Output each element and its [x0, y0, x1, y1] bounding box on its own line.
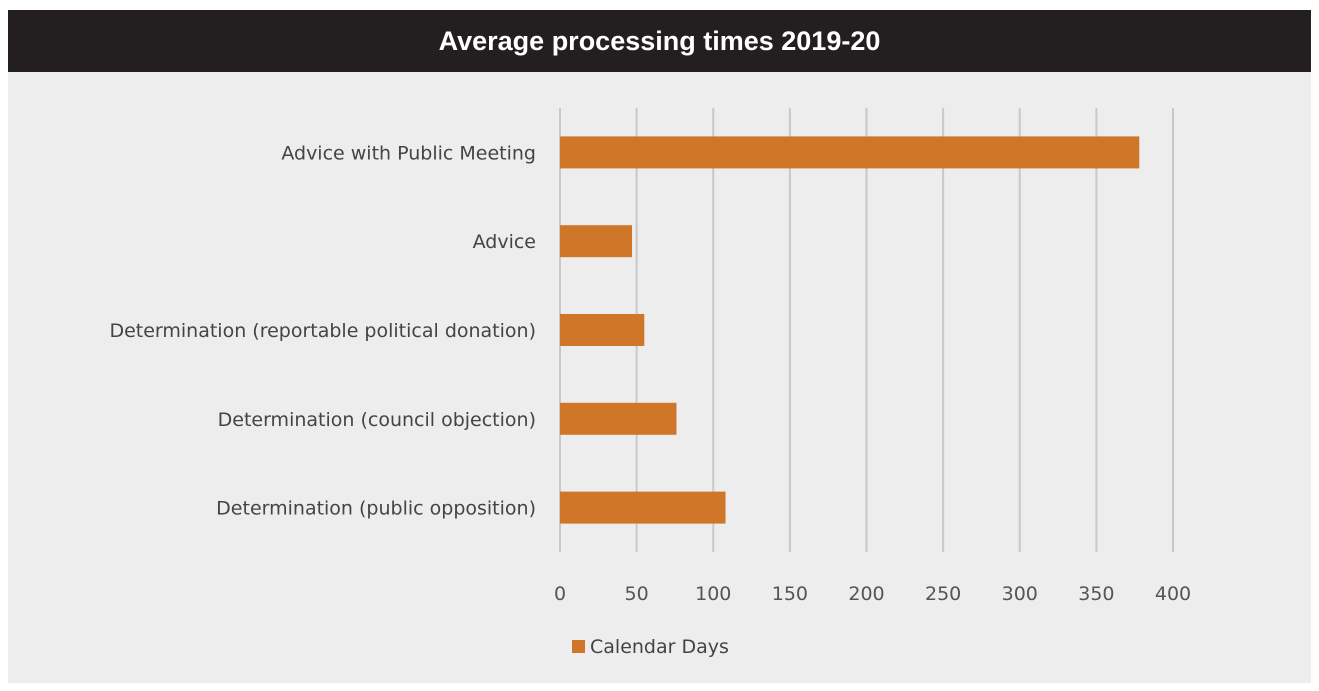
x-tick-label: 400 — [1155, 583, 1191, 605]
category-label: Advice with Public Meeting — [281, 142, 536, 164]
legend-label: Calendar Days — [590, 636, 729, 658]
category-label: Advice — [473, 231, 536, 253]
x-tick-label: 50 — [625, 583, 649, 605]
bar — [560, 136, 1140, 169]
bar — [560, 225, 633, 258]
x-tick-label: 0 — [554, 583, 566, 605]
chart-frame: Average processing times 2019-20 Advice … — [8, 10, 1311, 683]
x-tick-label: 300 — [1002, 583, 1038, 605]
bar — [560, 491, 726, 524]
legend-swatch — [572, 640, 585, 653]
x-tick-label: 350 — [1078, 583, 1114, 605]
chart-title: Average processing times 2019-20 — [8, 10, 1311, 72]
category-label: Determination (public opposition) — [216, 498, 536, 520]
gridlines — [559, 108, 1174, 552]
x-tick-label: 100 — [695, 583, 731, 605]
bar — [560, 402, 677, 435]
legend: Calendar Days — [572, 636, 729, 658]
x-tick-labels: 0 50 100 150 200 250 300 350 400 — [554, 583, 1191, 605]
category-label: Determination (council objection) — [218, 409, 536, 431]
bar-chart: Advice with Public Meeting Advice Determin… — [109, 108, 1191, 658]
bars — [560, 136, 1140, 524]
category-labels: Advice with Public Meeting Advice Determin… — [109, 142, 536, 519]
bar — [560, 314, 645, 346]
category-label: Determination (reportable political dona… — [109, 320, 536, 342]
x-tick-label: 250 — [925, 583, 961, 605]
x-tick-label: 200 — [848, 583, 884, 605]
x-tick-label: 150 — [772, 583, 808, 605]
